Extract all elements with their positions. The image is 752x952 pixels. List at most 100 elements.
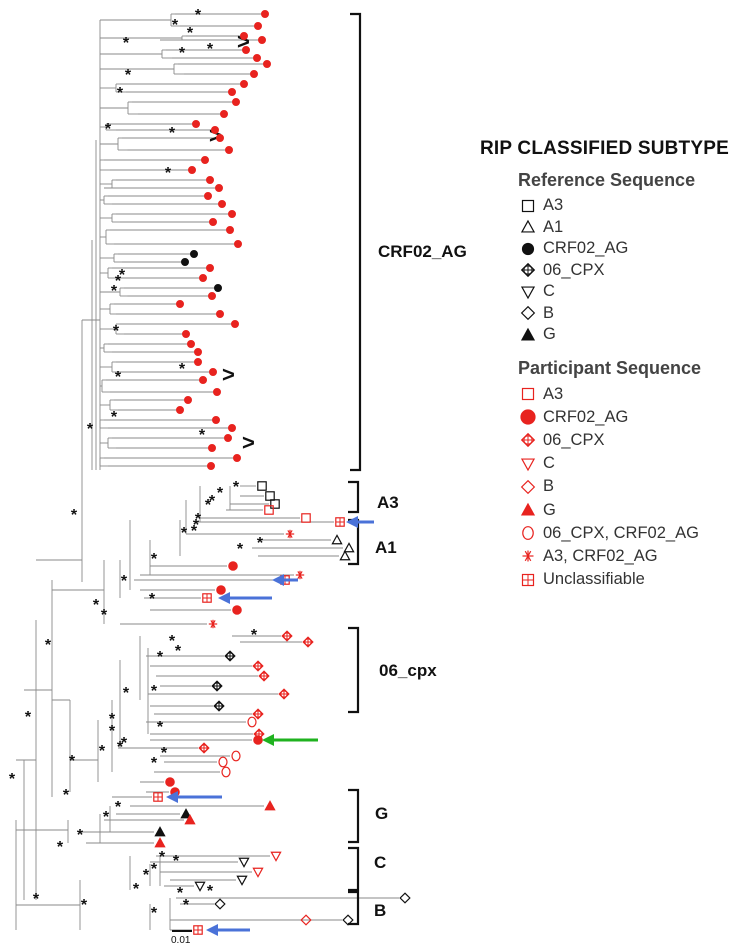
arrow-icon bbox=[262, 734, 318, 746]
arrow-icon bbox=[218, 592, 272, 604]
tip-ellipse-icon bbox=[247, 716, 257, 728]
legend-label: Unclassifiable bbox=[543, 570, 645, 589]
bootstrap-star: * bbox=[207, 41, 214, 58]
bootstrap-star: * bbox=[237, 541, 244, 558]
circle-icon bbox=[520, 409, 536, 425]
bootstrap-star: * bbox=[115, 799, 122, 816]
legend-symbol bbox=[520, 263, 536, 278]
legend-reference-list: A3 A1 CRF02_AG 06_CPX C B G bbox=[518, 195, 750, 346]
arrow-icon bbox=[206, 924, 250, 936]
bootstrap-star: * bbox=[151, 905, 158, 922]
tip-circle-icon bbox=[208, 444, 217, 453]
bootstrap-star: * bbox=[121, 735, 128, 752]
tip-square-icon bbox=[301, 513, 311, 523]
highlight-caret: > bbox=[242, 430, 255, 455]
tip-square-cross-icon bbox=[193, 925, 203, 935]
tip-square-icon bbox=[270, 499, 280, 509]
bootstrap-star: * bbox=[115, 369, 122, 386]
bootstrap-star: * bbox=[149, 591, 156, 608]
tip-triangle-up-icon bbox=[264, 800, 276, 811]
legend-participant-item: C bbox=[518, 452, 750, 475]
bootstrap-star: * bbox=[117, 739, 124, 756]
bootstrap-star: * bbox=[123, 685, 130, 702]
bootstrap-star: * bbox=[103, 809, 110, 826]
bootstrap-star: * bbox=[77, 827, 84, 844]
legend-participant-heading: Participant Sequence bbox=[518, 357, 702, 378]
tip-circle-icon bbox=[226, 226, 235, 235]
legend-label: B bbox=[543, 477, 555, 496]
legend-participant-item: Unclassifiable bbox=[518, 568, 750, 591]
tip-circle-icon bbox=[201, 156, 210, 165]
tip-circle-icon bbox=[224, 434, 233, 443]
bootstrap-star: * bbox=[191, 523, 198, 540]
bootstrap-star: * bbox=[81, 897, 88, 914]
tip-circle-icon bbox=[216, 134, 225, 143]
legend-label: A3 bbox=[543, 196, 564, 215]
bootstrap-star: * bbox=[143, 867, 150, 884]
tip-circle-cross-icon bbox=[302, 636, 314, 648]
square-cross-icon bbox=[521, 573, 535, 586]
tip-circle-cross-icon bbox=[281, 630, 293, 642]
bootstrap-star: * bbox=[207, 883, 214, 900]
bootstrap-star: * bbox=[169, 125, 176, 142]
bootstrap-star: * bbox=[217, 485, 224, 502]
bootstrap-star: * bbox=[187, 25, 194, 42]
tip-circle-icon bbox=[184, 396, 193, 405]
tip-circle-icon bbox=[253, 735, 263, 745]
tip-triangle-down-icon bbox=[236, 875, 248, 886]
bootstrap-star: * bbox=[87, 421, 94, 438]
bootstrap-star: * bbox=[101, 607, 108, 624]
legend-label: A1 bbox=[543, 217, 564, 236]
legend-reference-item: CRF02_AG bbox=[518, 238, 750, 260]
diamond-icon bbox=[520, 479, 536, 495]
legend-label: A3 bbox=[543, 384, 564, 403]
circle-cross-icon bbox=[520, 433, 536, 448]
bootstrap-star: * bbox=[113, 323, 120, 340]
tip-triangle-up-icon bbox=[331, 534, 343, 545]
bootstrap-star: * bbox=[157, 719, 164, 736]
bootstrap-star: * bbox=[71, 507, 78, 524]
tip-circle-cross-icon bbox=[198, 742, 210, 754]
legend-participant-item: B bbox=[518, 475, 750, 498]
bootstrap-star: * bbox=[183, 897, 190, 914]
tip-circle-icon bbox=[213, 388, 222, 397]
legend-label: G bbox=[543, 325, 556, 344]
tip-circle-icon bbox=[240, 79, 249, 88]
tip-diamond-icon bbox=[214, 898, 226, 910]
clade-bracket bbox=[348, 890, 360, 926]
bootstrap-star: * bbox=[151, 861, 158, 878]
legend-reference-heading: Reference Sequence bbox=[518, 170, 696, 190]
legend-participant-item: G bbox=[518, 498, 750, 521]
bootstrap-star: * bbox=[177, 885, 184, 902]
bootstrap-star: * bbox=[173, 853, 180, 870]
clade-bracket bbox=[348, 626, 360, 714]
bootstrap-star: * bbox=[57, 839, 64, 856]
bootstrap-star: * bbox=[151, 551, 158, 568]
tip-circle-icon bbox=[232, 97, 241, 106]
triangle-up-icon bbox=[520, 327, 536, 341]
bootstrap-star: * bbox=[99, 743, 106, 760]
tip-triangle-up-icon bbox=[154, 837, 166, 848]
tip-circle-icon bbox=[231, 320, 240, 329]
bootstrap-star: * bbox=[69, 753, 76, 770]
tip-circle-icon bbox=[199, 376, 208, 385]
scale-bar-label: 0.01 bbox=[171, 935, 191, 946]
legend-symbol bbox=[520, 502, 536, 516]
bootstrap-star: * bbox=[157, 649, 164, 666]
tip-circle-icon bbox=[232, 605, 242, 615]
bootstrap-star: * bbox=[121, 573, 128, 590]
tip-circle-icon bbox=[194, 358, 203, 367]
tip-diamond-icon bbox=[399, 892, 411, 904]
tip-circle-cross-icon bbox=[224, 650, 236, 662]
clade-label-g: G bbox=[375, 804, 389, 823]
tip-circle-icon bbox=[228, 561, 238, 571]
clade-label-crf02-ag: CRF02_AG bbox=[378, 242, 467, 261]
tip-triangle-down-icon bbox=[238, 857, 250, 868]
tip-ellipse-icon bbox=[221, 766, 231, 778]
tip-square-cross-icon bbox=[202, 593, 212, 603]
tip-square-cross-icon bbox=[335, 517, 345, 527]
bootstrap-star: * bbox=[181, 525, 188, 542]
tip-circle-cross-icon bbox=[252, 660, 264, 672]
tip-circle-icon bbox=[182, 330, 191, 339]
triangle-down-icon bbox=[520, 458, 536, 471]
